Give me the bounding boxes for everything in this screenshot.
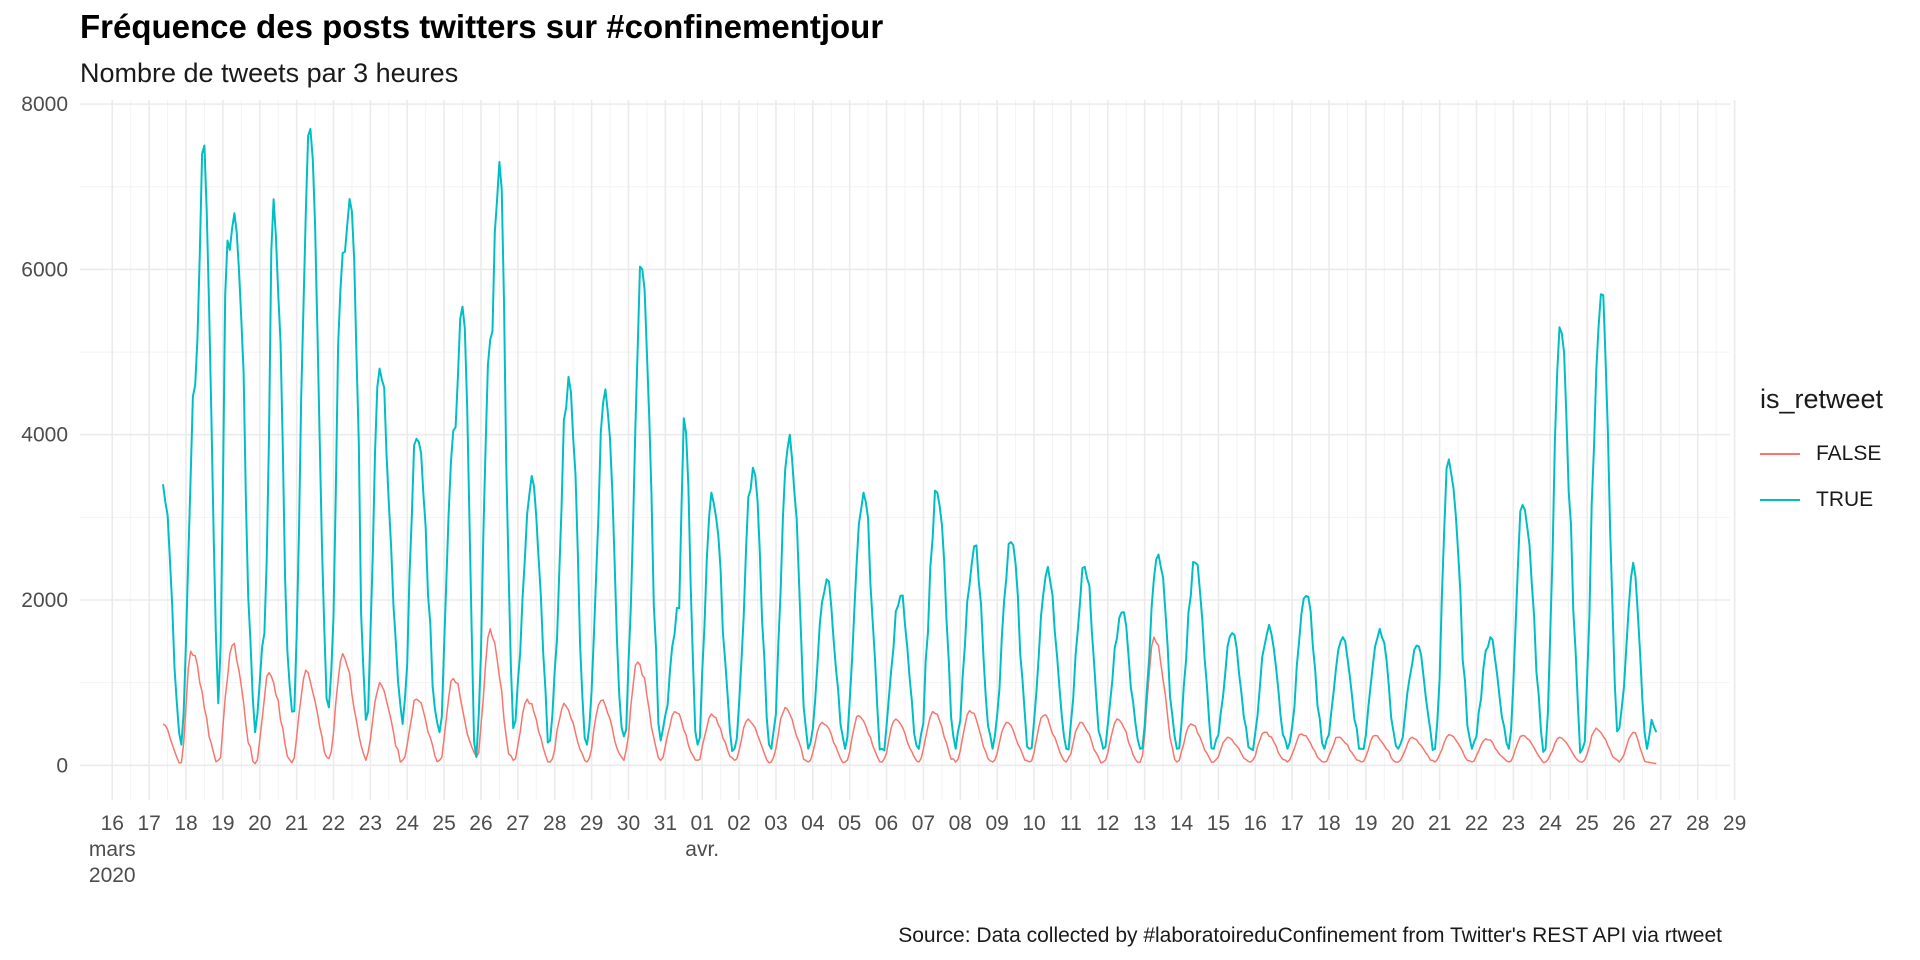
x-tick-label: 23: [1502, 812, 1525, 835]
chart-caption: Source: Data collected by #laboratoiredu…: [898, 924, 1722, 947]
x-tick-label: 29: [1723, 812, 1746, 835]
x-tick-label: 26: [469, 812, 492, 835]
x-tick-label: 23: [359, 812, 382, 835]
legend: is_retweet FALSE TRUE: [1760, 384, 1883, 523]
x-tick-label: 20: [248, 812, 271, 835]
legend-label-true: TRUE: [1816, 488, 1874, 511]
y-tick-label: 0: [56, 754, 68, 777]
x-tick-label: 17: [137, 812, 160, 835]
x-tick-label: 18: [1317, 812, 1340, 835]
x-tick-label: 26: [1612, 812, 1635, 835]
x-tick-label: 28: [1686, 812, 1709, 835]
x-tick-label: 19: [1354, 812, 1377, 835]
x-tick-label: 09: [985, 812, 1008, 835]
x-tick-label: 15: [1207, 812, 1230, 835]
x-tick-label: 27: [1649, 812, 1672, 835]
x-tick-label: 25: [432, 812, 455, 835]
x-tick-label: 12: [1096, 812, 1119, 835]
series-layer: [162, 127, 1658, 765]
x-tick-label: 19: [211, 812, 234, 835]
x-tick-label: 22: [322, 812, 345, 835]
x-tick-label: 07: [912, 812, 935, 835]
legend-label-false: FALSE: [1816, 442, 1882, 465]
x-tick-label: 25: [1575, 812, 1598, 835]
x-tick-label: 01 avr.: [685, 812, 719, 861]
x-tick-label: 22: [1465, 812, 1488, 835]
x-tick-label: 08: [949, 812, 972, 835]
x-tick-label: 14: [1170, 812, 1194, 835]
x-tick-label: 02: [727, 812, 750, 835]
series-line-false: [162, 628, 1657, 765]
x-tick-label: 03: [764, 812, 787, 835]
legend-item-false: FALSE: [1760, 431, 1883, 477]
legend-key-true: [1760, 499, 1800, 501]
x-tick-label: 04: [801, 812, 825, 835]
chart-subtitle: Nombre de tweets par 3 heures: [80, 58, 459, 88]
x-tick-label: 31: [654, 812, 677, 835]
chart-title: Fréquence des posts twitters sur #confin…: [80, 8, 884, 45]
x-tick-label: 17: [1280, 812, 1303, 835]
x-tick-label: 21: [1428, 812, 1451, 835]
x-tick-label: 10: [1022, 812, 1045, 835]
x-tick-label: 16: [1244, 812, 1267, 835]
x-tick-label: 21: [285, 812, 308, 835]
x-tick-label: 20: [1391, 812, 1414, 835]
x-tick-label: 18: [174, 812, 197, 835]
y-tick-label: 2000: [21, 589, 68, 612]
x-tick-label: 30: [617, 812, 640, 835]
x-tick-label: 29: [580, 812, 603, 835]
x-tick-label: 11: [1060, 812, 1082, 835]
series-line-true: [162, 127, 1658, 758]
y-tick-label: 4000: [21, 424, 68, 447]
x-tick-label: 16 mars 2020: [89, 812, 136, 887]
grid-minor: [80, 100, 1730, 800]
legend-key-false: [1760, 453, 1800, 455]
x-tick-label: 28: [543, 812, 566, 835]
x-tick-label: 24: [1539, 812, 1563, 835]
x-tick-label: 13: [1133, 812, 1156, 835]
x-tick-label: 27: [506, 812, 529, 835]
x-tick-label: 05: [838, 812, 861, 835]
legend-item-true: TRUE: [1760, 477, 1883, 523]
legend-title: is_retweet: [1760, 384, 1884, 414]
y-axis-ticks: 0 2000 4000 6000 8000: [21, 93, 68, 777]
y-tick-label: 8000: [21, 93, 68, 116]
x-tick-label: 24: [396, 812, 420, 835]
grid-major: [80, 100, 1736, 800]
y-tick-label: 6000: [21, 258, 68, 281]
x-tick-label: 06: [875, 812, 898, 835]
